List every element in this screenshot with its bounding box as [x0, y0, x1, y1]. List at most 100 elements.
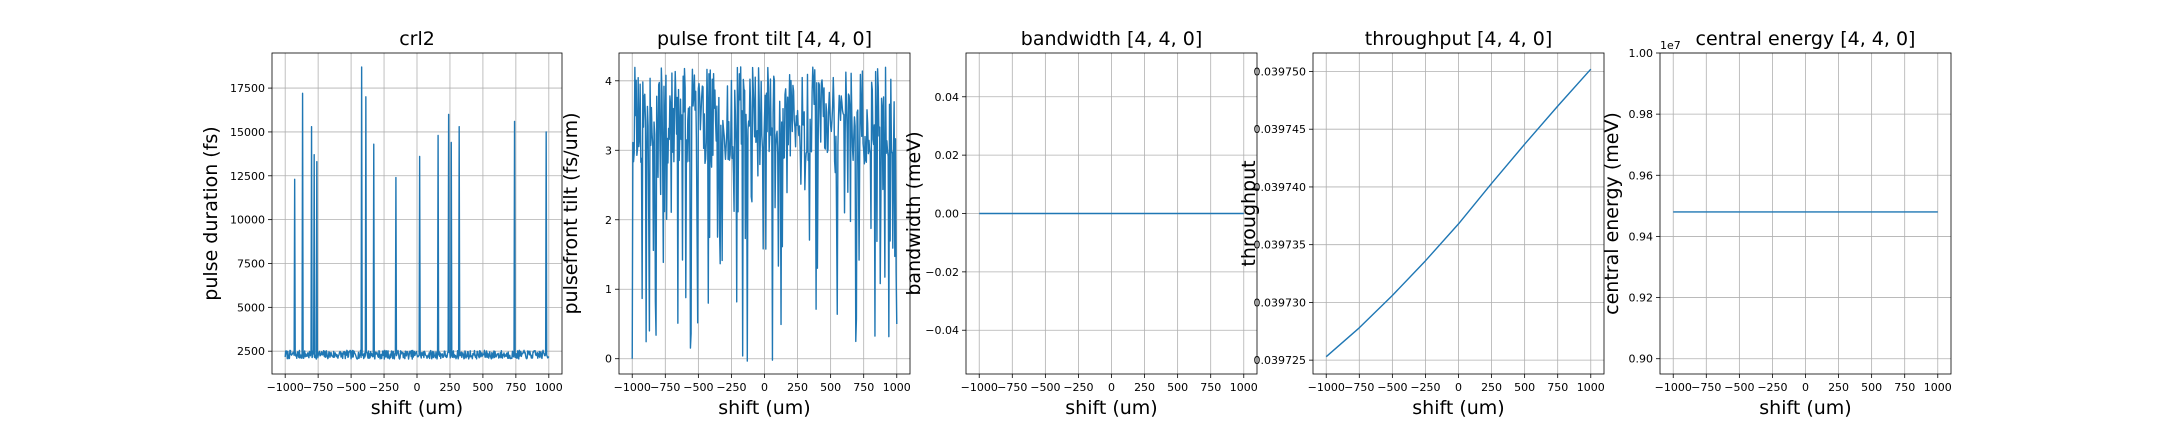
x-tick-label: 500 — [472, 381, 493, 394]
series-line — [284, 66, 550, 360]
chart-title: crl2 — [399, 28, 435, 50]
x-axis-label: shift (um) — [1412, 397, 1504, 419]
x-tick-label: 0 — [414, 381, 421, 394]
x-tick-label: −1000 — [1308, 381, 1345, 394]
x-tick-label: 1000 — [1577, 381, 1605, 394]
x-tick-label: 0 — [761, 381, 768, 394]
x-tick-label: −1000 — [1655, 381, 1692, 394]
y-tick-label: 0.039735 — [1254, 239, 1307, 252]
y-tick-label: 0.04 — [935, 91, 960, 104]
x-tick-label: −500 — [336, 381, 366, 394]
y-tick-label: 7500 — [237, 257, 265, 270]
x-tick-label: −750 — [303, 381, 333, 394]
x-tick-label: 500 — [820, 381, 841, 394]
x-tick-label: 250 — [439, 381, 460, 394]
y-tick-label: 15000 — [230, 126, 265, 139]
chart-panel-1: −1000 −750 −500 −250 0 250 500 750 1000 2500 5000 7… — [200, 28, 563, 419]
chart-panel-2: −1000 −750 −500 −250 0 250 500 750 1000 0 1 2 3 4 puls… — [560, 28, 911, 419]
x-tick-label: 250 — [1134, 381, 1155, 394]
y-offset-label: 1e7 — [1660, 39, 1681, 52]
y-tick-label: 0.92 — [1629, 292, 1654, 305]
y-tick-label: 1.00 — [1629, 47, 1654, 60]
y-axis-label: pulse duration (fs) — [200, 126, 222, 300]
plot-frame — [965, 52, 1258, 375]
y-tick-label: 0.039725 — [1254, 354, 1307, 367]
y-tick-label: 0.96 — [1629, 169, 1654, 182]
x-tick-label: −1000 — [961, 381, 998, 394]
x-axis-label: shift (um) — [371, 397, 463, 419]
y-tick-label: 4 — [605, 75, 612, 88]
x-tick-label: −750 — [997, 381, 1027, 394]
x-tick-label: −1000 — [614, 381, 651, 394]
y-tick-label: 0 — [605, 353, 612, 366]
y-axis-label: central energy (meV) — [1601, 112, 1623, 315]
x-tick-label: 0 — [1108, 381, 1115, 394]
x-tick-label: 750 — [1894, 381, 1915, 394]
x-tick-label: 750 — [1547, 381, 1568, 394]
y-tick-label: 0.00 — [935, 208, 960, 221]
x-axis-label: shift (um) — [718, 397, 810, 419]
chart-title: throughput [4, 4, 0] — [1365, 28, 1553, 50]
chart-panel-3: −1000 −750 −500 −250 0 250 500 750 1000 −0.04 −0.0… — [903, 28, 1258, 419]
x-tick-label: 250 — [1828, 381, 1849, 394]
x-tick-label: −750 — [650, 381, 680, 394]
chart-panel-4: −1000 −750 −500 −250 0 250 500 750 1000 0.039725 0… — [1238, 28, 1605, 419]
y-tick-label: 1 — [605, 283, 612, 296]
x-tick-label: −250 — [1757, 381, 1787, 394]
x-tick-label: −750 — [1344, 381, 1374, 394]
x-tick-label: 0 — [1455, 381, 1462, 394]
x-tick-label: −500 — [1724, 381, 1754, 394]
x-tick-label: 1000 — [535, 381, 563, 394]
series-line — [631, 66, 898, 362]
x-tick-label: 1000 — [883, 381, 911, 394]
x-tick-label: 1000 — [1924, 381, 1952, 394]
y-tick-label: 17500 — [230, 82, 265, 95]
x-tick-label: 750 — [1200, 381, 1221, 394]
y-tick-label: 0.94 — [1629, 230, 1654, 243]
y-tick-label: 0.039750 — [1254, 65, 1307, 78]
plot-frame — [1659, 52, 1952, 375]
x-tick-label: −250 — [1410, 381, 1440, 394]
x-axis-label: shift (um) — [1759, 397, 1851, 419]
plot-frame — [271, 52, 563, 375]
y-axis-label: throughput — [1238, 160, 1260, 266]
y-tick-label: 2500 — [237, 345, 265, 358]
y-tick-label: −0.04 — [925, 324, 959, 337]
x-tick-label: −750 — [1691, 381, 1721, 394]
y-tick-label: −0.02 — [925, 266, 959, 279]
x-tick-label: −250 — [716, 381, 746, 394]
chart-title: pulse front tilt [4, 4, 0] — [657, 28, 872, 50]
y-tick-label: 10000 — [230, 214, 265, 227]
y-axis-label: pulsefront tilt (fs/um) — [560, 112, 582, 314]
y-axis-label: bandwidth (meV) — [903, 131, 925, 295]
y-tick-label: 3 — [605, 144, 612, 157]
x-tick-label: 0 — [1802, 381, 1809, 394]
x-tick-label: 500 — [1167, 381, 1188, 394]
x-tick-label: −500 — [1030, 381, 1060, 394]
chart-panel-5: −1000 −750 −500 −250 0 250 500 750 1000 0.90 0.92 0… — [1601, 28, 1952, 419]
x-axis-label: shift (um) — [1065, 397, 1157, 419]
x-tick-label: −250 — [1063, 381, 1093, 394]
y-tick-label: 0.98 — [1629, 108, 1654, 121]
x-tick-label: 750 — [853, 381, 874, 394]
y-tick-label: 2 — [605, 214, 612, 227]
y-tick-label: 0.039740 — [1254, 181, 1307, 194]
x-tick-label: 250 — [1481, 381, 1502, 394]
x-tick-label: 1000 — [1230, 381, 1258, 394]
x-tick-label: −500 — [1377, 381, 1407, 394]
y-tick-label: 0.039730 — [1254, 296, 1307, 309]
chart-title: central energy [4, 4, 0] — [1696, 28, 1916, 50]
series-line — [1325, 68, 1592, 358]
x-tick-label: 500 — [1514, 381, 1535, 394]
y-tick-label: 0.02 — [935, 149, 960, 162]
x-tick-label: −1000 — [267, 381, 304, 394]
y-tick-label: 0.90 — [1629, 353, 1654, 366]
x-tick-label: −250 — [369, 381, 399, 394]
y-tick-label: 5000 — [237, 301, 265, 314]
plot-frame — [1312, 52, 1605, 375]
x-tick-label: 500 — [1861, 381, 1882, 394]
plot-frame — [618, 52, 911, 375]
chart-title: bandwidth [4, 4, 0] — [1021, 28, 1202, 50]
x-tick-label: 750 — [505, 381, 526, 394]
